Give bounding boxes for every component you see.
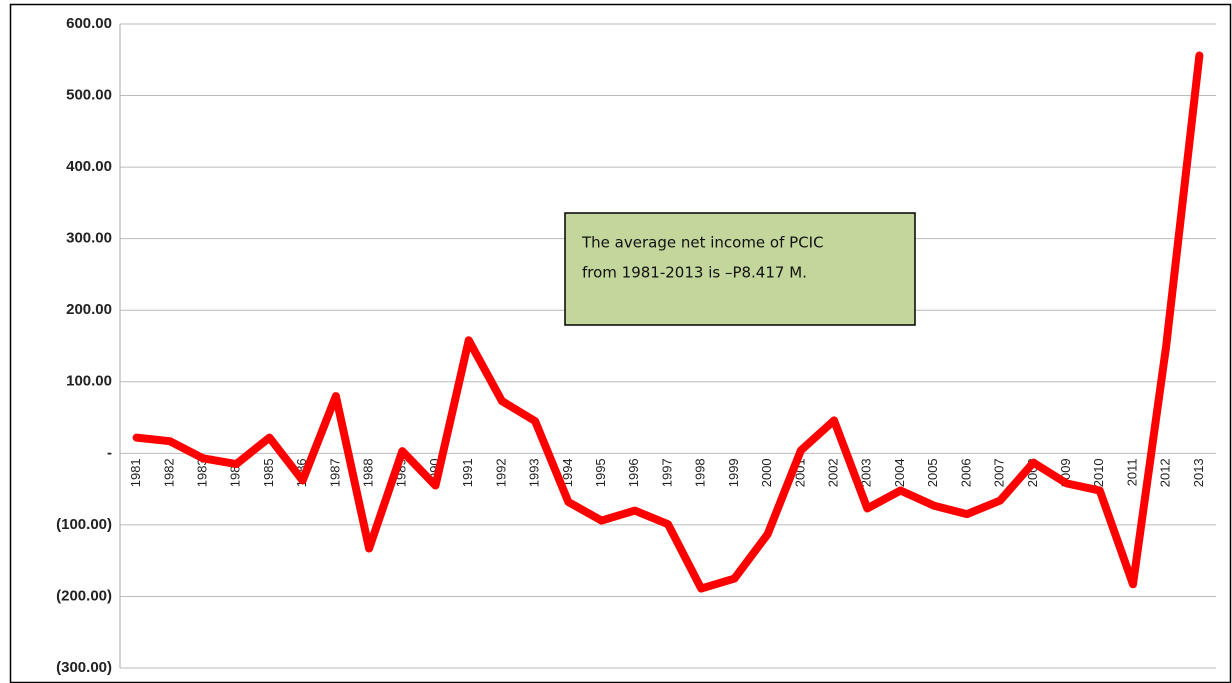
x-tick-label: 2013 bbox=[1191, 458, 1206, 487]
y-tick-label: 100.00 bbox=[66, 373, 112, 390]
x-tick-label: 1993 bbox=[527, 458, 542, 487]
y-tick-label: - bbox=[107, 444, 112, 461]
y-tick-label: (300.00) bbox=[56, 659, 112, 676]
x-tick-label: 2002 bbox=[825, 458, 840, 487]
y-tick-label: 400.00 bbox=[66, 158, 112, 175]
x-tick-label: 1995 bbox=[593, 458, 608, 487]
x-tick-label: 1981 bbox=[128, 458, 143, 487]
x-tick-label: 2004 bbox=[892, 458, 907, 487]
y-tick-label: 200.00 bbox=[66, 301, 112, 318]
y-tick-label: 300.00 bbox=[66, 230, 112, 247]
y-tick-label: (100.00) bbox=[56, 516, 112, 533]
x-tick-label: 1992 bbox=[493, 458, 508, 487]
x-tick-label: 1983 bbox=[194, 458, 209, 487]
grid: (300.00) (200.00) (100.00) - 100.00 200.00 300… bbox=[56, 15, 1216, 676]
x-tick-label: 1997 bbox=[659, 458, 674, 487]
x-tick-label: 2011 bbox=[1124, 458, 1139, 486]
x-tick-label: 2003 bbox=[859, 458, 874, 487]
x-tick-label: 2006 bbox=[958, 458, 973, 487]
y-tick-label: (200.00) bbox=[56, 587, 112, 604]
chart-border bbox=[9, 3, 1232, 683]
x-tick-label: 1998 bbox=[693, 458, 708, 487]
x-tick-label: 2007 bbox=[992, 458, 1007, 487]
plot bbox=[132, 51, 1204, 593]
x-tick-label: 1987 bbox=[327, 458, 342, 487]
x-tick-label: 2012 bbox=[1158, 458, 1173, 487]
x-tick-label: 1982 bbox=[161, 458, 176, 487]
annotation-text: from 1981-2013 is –P8.417 M. bbox=[582, 264, 807, 282]
x-tick-label: 1999 bbox=[726, 458, 741, 487]
x-tick-label: 1996 bbox=[626, 458, 641, 487]
annotation: The average net income of PCIC from 1981… bbox=[564, 212, 916, 326]
x-tick-label: 1988 bbox=[361, 458, 376, 487]
y-tick-label: 600.00 bbox=[66, 15, 112, 32]
data-line bbox=[132, 51, 1204, 593]
x-tick-label: 2005 bbox=[925, 458, 940, 487]
x-tick-label: 1991 bbox=[460, 458, 475, 487]
x-tick-label: 2010 bbox=[1091, 458, 1106, 487]
x-tick-label: 2000 bbox=[759, 458, 774, 487]
annotation-text: The average net income of PCIC bbox=[581, 234, 824, 252]
annotation-box bbox=[564, 212, 916, 326]
y-tick-label: 500.00 bbox=[66, 87, 112, 104]
x-tick-label: 1985 bbox=[261, 458, 276, 487]
